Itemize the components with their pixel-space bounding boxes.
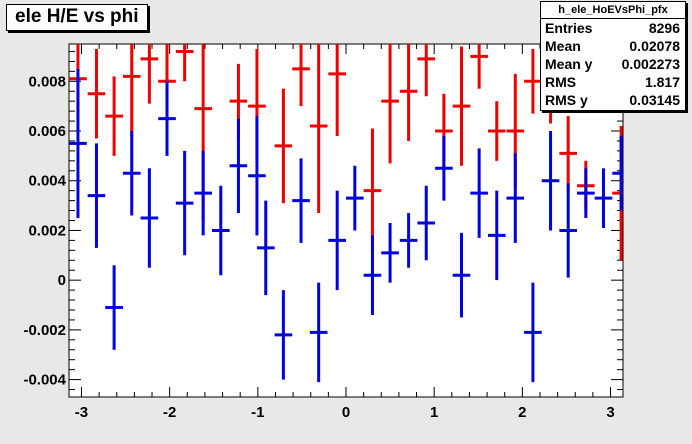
- x-tick-label: 1: [430, 404, 438, 421]
- marks-clipped: [69, 44, 623, 383]
- x-tick-label: -2: [163, 404, 176, 421]
- x-tick-label: -1: [251, 404, 264, 421]
- stats-label: Mean y: [545, 56, 593, 72]
- y-tick-label: 0.006: [28, 123, 66, 140]
- chart-title: ele H/E vs phi: [6, 4, 148, 31]
- stats-label: RMS y: [545, 92, 588, 108]
- stats-histogram-name: h_ele_HoEVsPhi_pfx: [541, 2, 685, 19]
- plot-frame: [68, 43, 624, 398]
- x-tick-label: 2: [518, 404, 526, 421]
- stats-row-mean: Mean 0.02078: [541, 37, 685, 55]
- y-tick-label: 0: [58, 272, 66, 289]
- y-tick-label: 0.004: [28, 173, 66, 190]
- stats-row-rms: RMS 1.817: [541, 73, 685, 91]
- stats-label: RMS: [545, 74, 577, 90]
- stats-value: 1.817: [644, 74, 680, 90]
- stats-row-mean-y: Mean y 0.002273: [541, 55, 685, 73]
- stats-label: Entries: [545, 20, 593, 36]
- stats-value: 0.03145: [629, 92, 680, 108]
- x-tick-label: 0: [342, 404, 350, 421]
- y-tick-label: 0.002: [28, 222, 66, 239]
- data-marks: [69, 44, 623, 383]
- stats-value: 8296: [648, 20, 680, 36]
- x-tick-label: 3: [606, 404, 614, 421]
- stats-label: Mean: [545, 38, 581, 54]
- stats-row-entries: Entries 8296: [541, 19, 685, 37]
- stats-row-rms-y: RMS y 0.03145: [541, 91, 685, 109]
- stats-value: 0.002273: [621, 56, 680, 72]
- stats-value: 0.02078: [629, 38, 680, 54]
- y-tick-label: -0.002: [23, 322, 66, 339]
- stats-box: h_ele_HoEVsPhi_pfx Entries 8296 Mean 0.0…: [540, 1, 686, 111]
- x-tick-label: -3: [75, 404, 88, 421]
- y-tick-label: 0.008: [28, 73, 66, 90]
- axes: -3 -2 -1 0 1 2 3 -0.004 -0.002 0 0.002 0.004 0.006 0.…: [23, 44, 623, 421]
- y-tick-label: -0.004: [23, 372, 66, 389]
